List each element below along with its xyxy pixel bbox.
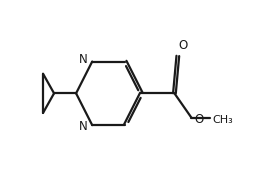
Text: N: N (79, 121, 88, 133)
Text: O: O (178, 39, 188, 52)
Text: CH₃: CH₃ (212, 115, 233, 124)
Text: O: O (194, 113, 203, 126)
Text: N: N (79, 53, 88, 66)
